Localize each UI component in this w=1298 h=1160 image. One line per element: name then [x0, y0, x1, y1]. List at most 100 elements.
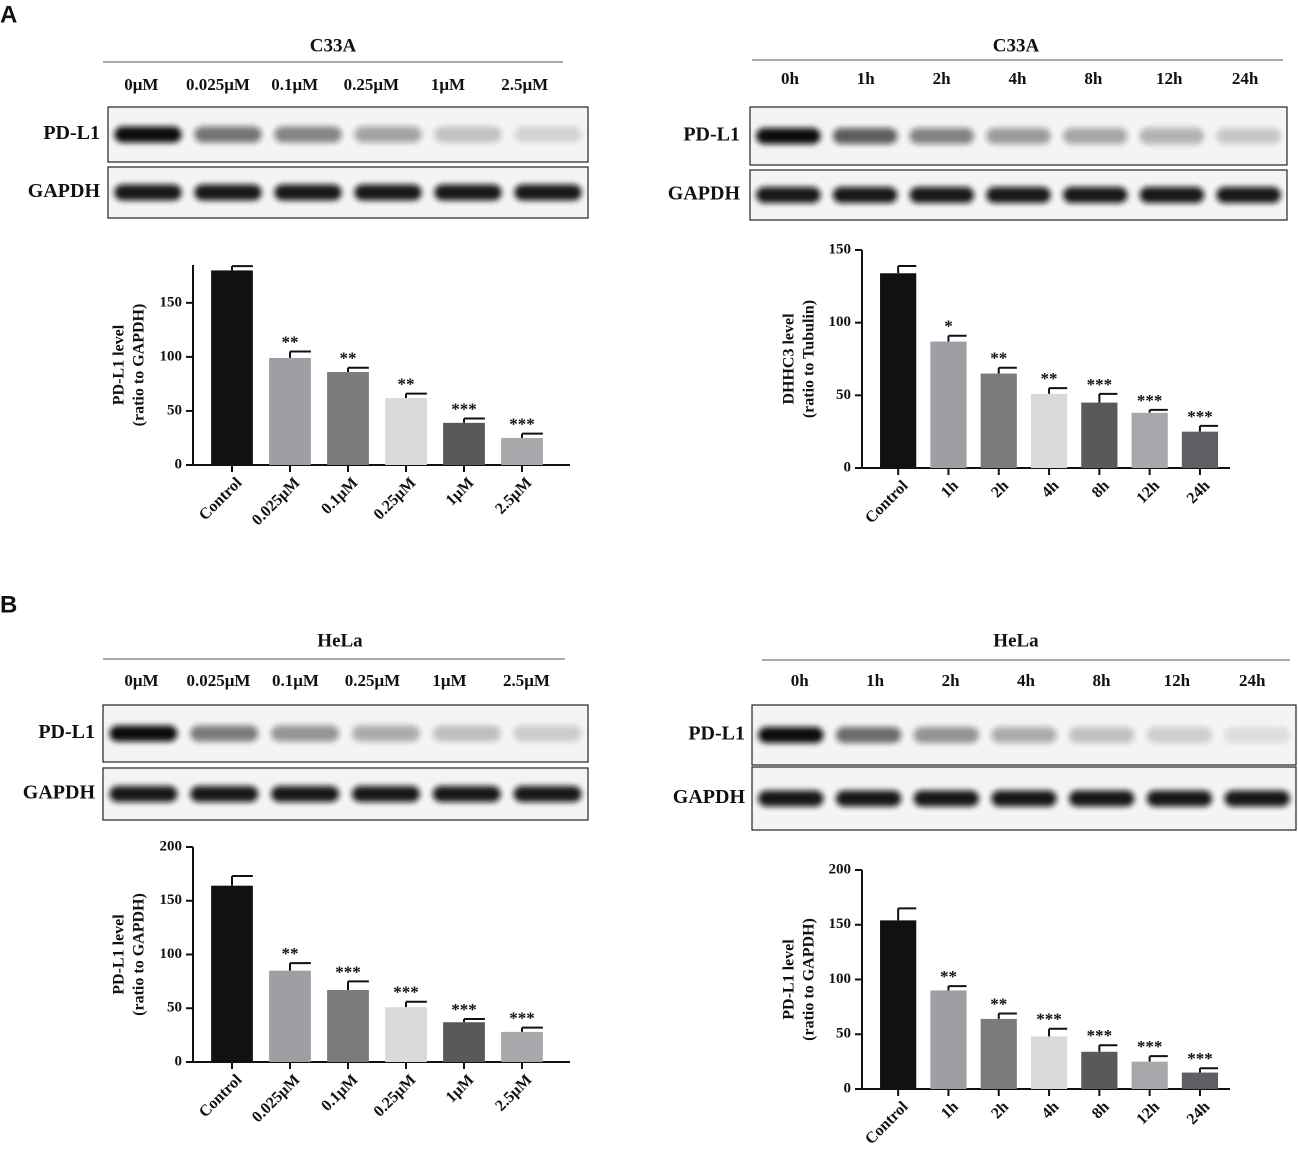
- bar: [1181, 1072, 1219, 1089]
- y-tick-label: 150: [829, 241, 852, 257]
- blot-band: [109, 786, 178, 802]
- blot-band: [434, 184, 502, 201]
- bar: [385, 397, 427, 465]
- lane-label: 12h: [1164, 671, 1191, 690]
- y-axis-label: DHHC3 level: [781, 313, 798, 405]
- blot-band: [756, 128, 821, 144]
- bar: [327, 372, 369, 465]
- blot-frame: [102, 767, 589, 821]
- bar: [1030, 1036, 1068, 1089]
- blot-band: [758, 790, 824, 807]
- y-tick-label: 150: [829, 916, 852, 932]
- blot-row-label: PD-L1: [38, 721, 95, 743]
- blot-band: [835, 727, 902, 743]
- blot-row-label: GAPDH: [23, 782, 96, 804]
- lane-label: 1h: [866, 671, 885, 690]
- blot-row-label: PD-L1: [43, 122, 100, 144]
- significance-label: **: [340, 349, 357, 368]
- blot-band: [991, 790, 1057, 807]
- blot-band: [514, 184, 582, 201]
- lane-label: 0h: [781, 69, 800, 88]
- y-tick-label: 150: [160, 892, 183, 908]
- blot-band: [354, 184, 422, 201]
- blot-band: [513, 786, 582, 802]
- blot-band: [1069, 727, 1135, 743]
- bar: [1131, 1061, 1168, 1089]
- blot-band: [190, 786, 259, 802]
- y-tick-label: 50: [167, 402, 182, 418]
- blot-band: [271, 786, 340, 802]
- significance-label: ***: [335, 962, 361, 981]
- blot-band: [514, 126, 582, 143]
- lane-label: 24h: [1239, 671, 1266, 690]
- lane-label: 8h: [1084, 69, 1103, 88]
- significance-label: **: [282, 332, 299, 351]
- lane-label: 0.25μM: [344, 75, 399, 94]
- lane-label: 0h: [791, 671, 810, 690]
- cell-line-label: HeLa: [993, 630, 1039, 651]
- y-tick-label: 150: [160, 294, 183, 310]
- blot-band: [194, 126, 262, 143]
- significance-label: **: [990, 994, 1007, 1013]
- y-tick-label: 100: [160, 348, 183, 364]
- bar: [1181, 431, 1219, 468]
- blot-band: [114, 184, 182, 201]
- blot-band: [351, 786, 420, 802]
- y-axis-label: (ratio to Tubulin): [801, 300, 818, 418]
- lane-label: 24h: [1232, 69, 1259, 88]
- blot-band: [1062, 128, 1128, 144]
- blot-band: [274, 184, 342, 201]
- blot-band: [832, 187, 898, 203]
- lane-label: 0.1μM: [272, 671, 319, 690]
- significance-label: **: [398, 375, 415, 394]
- blot-row-label: PD-L1: [683, 124, 740, 146]
- lane-label: 4h: [1017, 671, 1036, 690]
- significance-label: ***: [451, 399, 477, 418]
- lane-label: 1h: [857, 69, 876, 88]
- significance-label: ***: [1187, 1049, 1213, 1068]
- y-axis-label: PD-L1 level: [111, 914, 128, 995]
- blot-row-label: GAPDH: [673, 786, 746, 808]
- bar: [443, 422, 485, 465]
- bar: [327, 989, 369, 1062]
- blot-band: [991, 727, 1057, 743]
- blot-band: [1139, 128, 1205, 144]
- bar: [1030, 393, 1068, 468]
- blot-band: [1069, 790, 1135, 807]
- significance-label: **: [940, 967, 957, 986]
- y-tick-label: 200: [160, 838, 183, 854]
- lane-label: 2.5μM: [503, 671, 550, 690]
- lane-label: 2.5μM: [501, 75, 548, 94]
- blot-row-label: PD-L1: [688, 723, 745, 745]
- significance-label: ***: [1137, 391, 1163, 410]
- y-tick-label: 0: [175, 1053, 183, 1069]
- blot-band: [432, 786, 501, 802]
- lane-label: 0.025μM: [186, 75, 250, 94]
- blot-band: [758, 727, 824, 743]
- significance-label: ***: [509, 415, 535, 434]
- bar: [1131, 412, 1168, 468]
- blot-band: [1146, 727, 1213, 743]
- lane-label: 8h: [1092, 671, 1111, 690]
- blot-band: [986, 187, 1051, 203]
- blot-band: [1139, 187, 1205, 203]
- significance-label: ***: [1036, 1010, 1062, 1029]
- blot-band: [756, 187, 821, 203]
- blot-band: [114, 126, 182, 143]
- bar: [501, 1031, 543, 1062]
- blot-band: [832, 128, 898, 144]
- y-tick-label: 50: [167, 1000, 182, 1016]
- significance-label: **: [282, 944, 299, 963]
- y-tick-label: 100: [829, 971, 852, 987]
- blot-band: [274, 126, 342, 143]
- cell-line-label: C33A: [993, 35, 1040, 56]
- blot-frame: [102, 704, 589, 763]
- bar: [980, 1018, 1017, 1089]
- significance-label: *: [944, 317, 953, 336]
- blot-band: [432, 725, 501, 742]
- bar: [269, 357, 311, 465]
- blot-band: [513, 725, 582, 742]
- y-tick-label: 50: [836, 387, 851, 403]
- significance-label: ***: [1087, 1026, 1113, 1045]
